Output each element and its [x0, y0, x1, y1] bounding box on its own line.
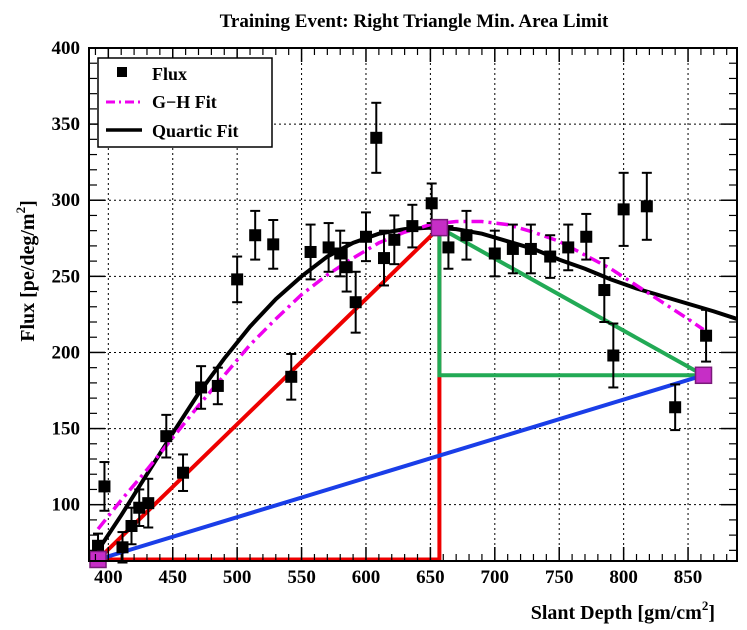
- flux-point: [160, 430, 173, 443]
- flux-point: [544, 250, 557, 263]
- flux-point: [442, 241, 455, 254]
- legend-marker-flux: [117, 67, 127, 77]
- flux-point: [334, 247, 347, 260]
- x-tick-label: 500: [223, 567, 252, 588]
- green-triangle: [437, 224, 712, 378]
- flux-point: [359, 230, 372, 243]
- triangle-vertex-marker: [430, 218, 449, 237]
- flux-point: [370, 131, 383, 144]
- y-tick-labels: 100 150 200 250 300 350 400: [52, 38, 81, 516]
- x-tick-label: 750: [545, 567, 574, 588]
- x-tick-label: 450: [158, 567, 187, 588]
- flux-point: [388, 233, 401, 246]
- x-axis-label-sup: 2: [702, 598, 709, 613]
- y-axis-label-tail: ]: [17, 200, 39, 207]
- x-tick-label: 650: [416, 567, 445, 588]
- flux-point: [406, 220, 419, 233]
- flux-point: [488, 247, 501, 260]
- flux-point: [669, 401, 682, 414]
- flux-point: [598, 284, 611, 297]
- flux-point: [378, 252, 391, 265]
- y-tick-label: 300: [52, 190, 81, 211]
- y-axis-label-sup: 2: [13, 207, 28, 214]
- legend: Flux G−H Fit Quartic Fit: [97, 57, 273, 148]
- flux-point: [562, 241, 575, 254]
- x-tick-label: 550: [287, 567, 316, 588]
- y-tick-label: 350: [52, 114, 81, 135]
- flux-point: [231, 273, 244, 286]
- flux-point: [700, 329, 713, 342]
- x-axis-label-tail: ]: [708, 602, 715, 624]
- legend-label-quartic-fit: Quartic Fit: [152, 121, 238, 141]
- flux-point: [425, 197, 438, 210]
- flux-points: [92, 101, 713, 564]
- flux-point: [177, 466, 190, 479]
- flux-point: [195, 381, 208, 394]
- x-tick-label: 700: [481, 567, 510, 588]
- flux-point: [116, 541, 129, 554]
- y-axis-label: Flux [pe/deg/m2]: [13, 200, 39, 342]
- y-tick-label: 100: [52, 495, 81, 516]
- red-triangle: [93, 222, 442, 562]
- flux-point: [133, 501, 146, 514]
- flux-point: [607, 349, 620, 362]
- flux-point: [617, 203, 630, 216]
- legend-label-gh-fit: G−H Fit: [152, 92, 217, 112]
- flux-point: [322, 241, 335, 254]
- flux-point: [524, 242, 537, 255]
- y-tick-label: 150: [52, 419, 81, 440]
- flux-point: [506, 242, 519, 255]
- flux-point: [340, 261, 353, 274]
- triangle-vertex-marker: [89, 550, 107, 569]
- quartic-fit-curve: [96, 225, 738, 552]
- flux-point: [98, 480, 111, 493]
- x-tick-label: 600: [352, 567, 381, 588]
- flux-point: [249, 229, 262, 242]
- x-tick-label: 400: [94, 567, 123, 588]
- chart-title: Training Event: Right Triangle Min. Area…: [220, 11, 609, 32]
- plot-frame: [88, 47, 738, 562]
- gh-fit-curve: [96, 219, 705, 531]
- flux-point: [460, 229, 473, 242]
- x-tick-label: 850: [674, 567, 703, 588]
- x-tick-labels: 400 450 500 550 600 650 700 750 800 850: [94, 567, 702, 588]
- flux-point: [92, 539, 105, 552]
- x-tick-label: 800: [609, 567, 638, 588]
- y-tick-label: 200: [52, 342, 81, 363]
- flux-point: [285, 370, 298, 383]
- flux-point: [142, 497, 155, 510]
- flux-point: [580, 230, 593, 243]
- flux-point: [125, 519, 138, 532]
- blue-line: [97, 373, 705, 562]
- triangle-vertex-marker: [694, 366, 713, 385]
- flux-point: [349, 296, 362, 309]
- y-tick-label: 250: [52, 266, 81, 287]
- flux-point: [640, 200, 653, 213]
- flux-point: [267, 238, 280, 251]
- x-axis-label: Slant Depth [gm/cm2]: [531, 598, 715, 624]
- flux-point: [211, 379, 224, 392]
- triangles: [93, 222, 712, 562]
- fit-curves: [96, 219, 738, 552]
- flux-point: [304, 245, 317, 258]
- legend-label-flux: Flux: [152, 64, 187, 84]
- key-points: [89, 218, 713, 569]
- y-tick-label: 400: [52, 38, 81, 59]
